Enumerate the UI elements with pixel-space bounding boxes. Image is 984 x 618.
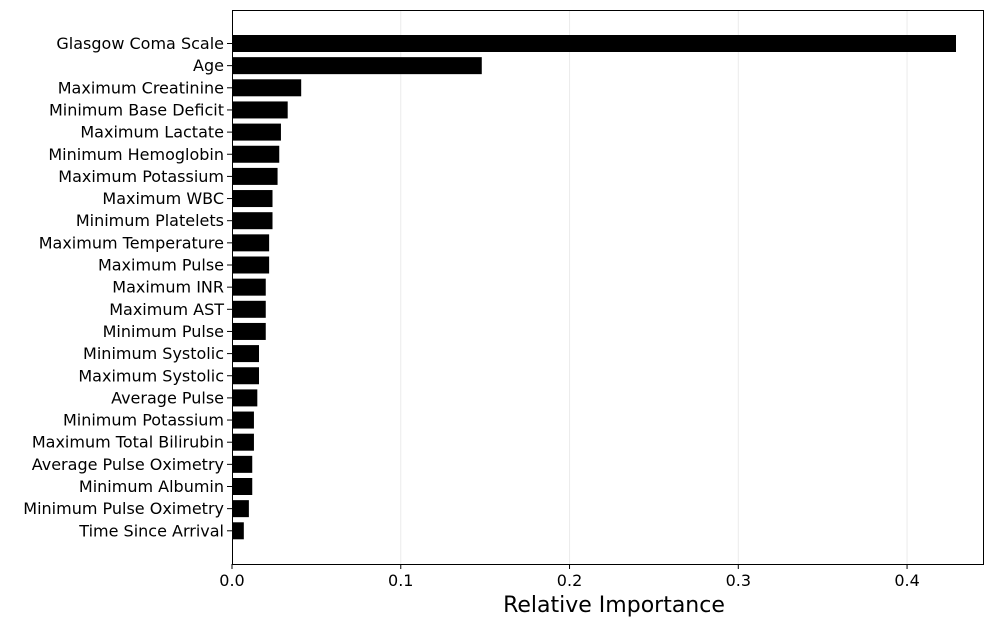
y-tick-label: Minimum Systolic bbox=[83, 344, 224, 363]
bar bbox=[232, 433, 254, 451]
y-tick-label: Average Pulse Oximetry bbox=[32, 455, 224, 474]
y-tick-label: Maximum Total Bilirubin bbox=[32, 433, 224, 452]
y-tick-label: Maximum Potassium bbox=[58, 167, 224, 186]
y-tick-label: Time Since Arrival bbox=[78, 521, 224, 540]
y-tick-label: Maximum AST bbox=[109, 300, 224, 319]
y-tick-label: Maximum Creatinine bbox=[58, 78, 224, 97]
x-axis-title: Relative Importance bbox=[503, 593, 725, 618]
bar bbox=[232, 190, 273, 208]
x-tick-label: 0.1 bbox=[388, 571, 413, 590]
x-tick-label: 0.2 bbox=[557, 571, 582, 590]
bar bbox=[232, 212, 273, 230]
y-tick-label: Maximum Pulse bbox=[98, 256, 224, 275]
x-tick-label: 0.0 bbox=[219, 571, 244, 590]
y-tick-label: Minimum Platelets bbox=[76, 211, 224, 230]
y-tick-label: Minimum Hemoglobin bbox=[48, 145, 224, 164]
x-tick-label: 0.3 bbox=[726, 571, 751, 590]
y-tick-label: Maximum Temperature bbox=[39, 233, 224, 252]
y-tick-label: Age bbox=[193, 56, 224, 75]
bar bbox=[232, 145, 280, 163]
x-tick-label: 0.4 bbox=[894, 571, 919, 590]
bar bbox=[232, 101, 288, 119]
y-tick-label: Minimum Albumin bbox=[79, 477, 224, 496]
bar bbox=[232, 278, 266, 296]
bar bbox=[232, 123, 281, 141]
y-tick-label: Maximum Systolic bbox=[78, 366, 224, 385]
y-tick-label: Minimum Potassium bbox=[63, 411, 224, 430]
y-tick-label: Maximum Lactate bbox=[80, 123, 224, 142]
y-tick-label: Minimum Pulse bbox=[103, 322, 224, 341]
bar bbox=[232, 500, 249, 518]
bar bbox=[232, 322, 266, 340]
bar bbox=[232, 389, 258, 407]
y-tick-labels: Glasgow Coma Scale Age Maximum Creatinine M… bbox=[23, 34, 232, 540]
grid-lines bbox=[400, 10, 908, 564]
bar bbox=[232, 345, 260, 363]
bar bbox=[232, 256, 270, 274]
bar bbox=[232, 79, 302, 97]
bar bbox=[232, 57, 482, 75]
bar bbox=[232, 522, 244, 540]
bar bbox=[232, 367, 260, 385]
y-tick-label: Glasgow Coma Scale bbox=[56, 34, 224, 53]
y-tick-label: Minimum Base Deficit bbox=[49, 100, 224, 119]
bar bbox=[232, 455, 253, 473]
bar bbox=[232, 35, 956, 52]
y-tick-label: Maximum INR bbox=[112, 278, 224, 297]
plot-frame bbox=[232, 10, 984, 565]
bar bbox=[232, 300, 266, 318]
y-tick-label: Minimum Pulse Oximetry bbox=[23, 499, 224, 518]
y-tick-label: Maximum WBC bbox=[102, 189, 224, 208]
y-tick-label: Average Pulse bbox=[111, 388, 224, 407]
bar bbox=[232, 411, 254, 429]
x-ticks: 0.0 0.1 0.2 0.3 0.4 bbox=[219, 564, 920, 590]
bar bbox=[232, 478, 253, 495]
bars bbox=[232, 35, 956, 540]
bar bbox=[232, 234, 270, 252]
bar bbox=[232, 167, 278, 185]
